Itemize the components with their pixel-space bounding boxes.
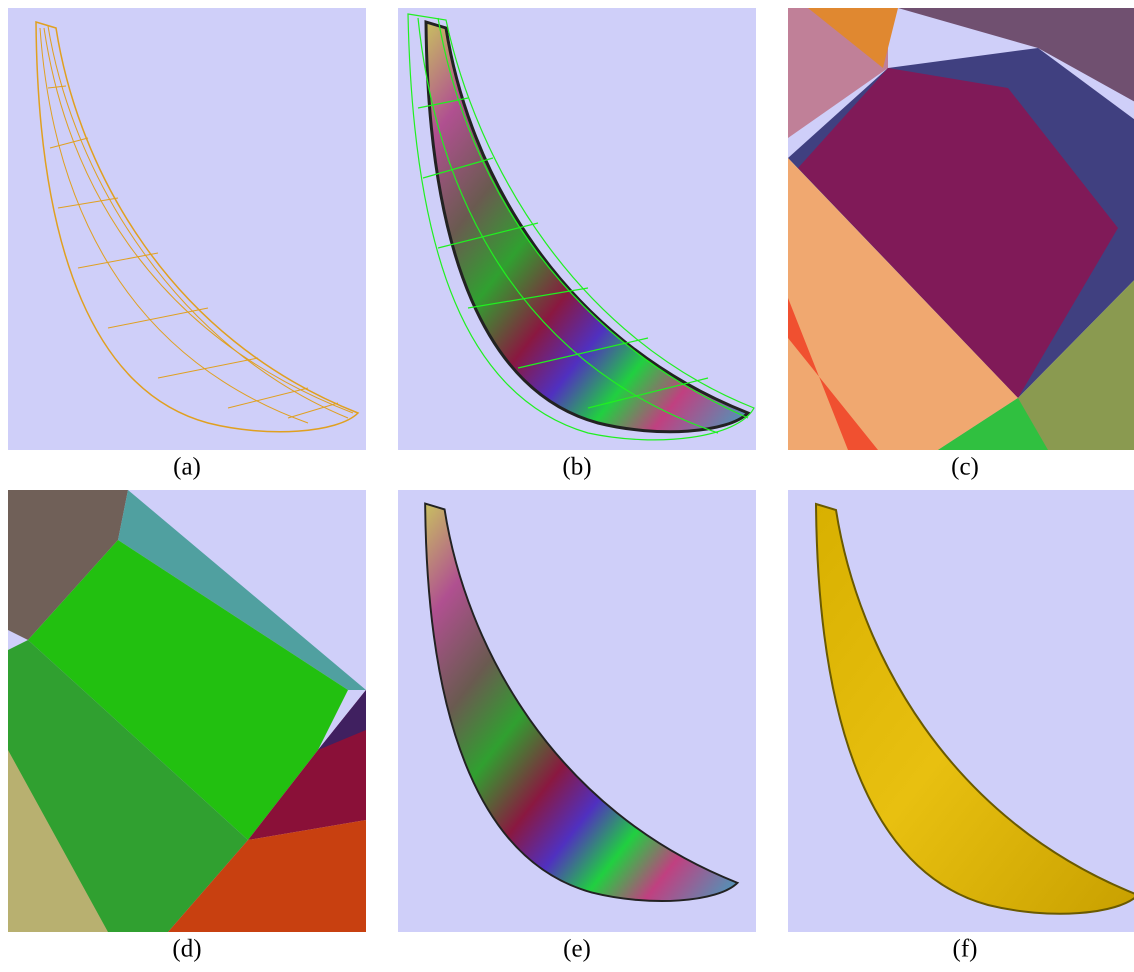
panel-f <box>788 490 1134 932</box>
panel-c <box>788 8 1134 450</box>
panel-label: (b) <box>562 454 591 481</box>
page: {"panels": [{"label": "(a)"}, {"label": … <box>0 0 1134 967</box>
panel-label: (d) <box>172 936 201 963</box>
panel-e <box>398 490 756 932</box>
panel-label: (c) <box>951 454 979 481</box>
panel-label: (a) <box>173 454 201 481</box>
panel-label: (e) <box>563 936 591 963</box>
figure: (a) (b) (c) (d) (e) (f) <box>0 0 1134 967</box>
panel-a <box>8 8 366 450</box>
panel-b <box>398 8 756 450</box>
panel-d <box>8 490 366 932</box>
panel-label: (f) <box>953 936 978 963</box>
